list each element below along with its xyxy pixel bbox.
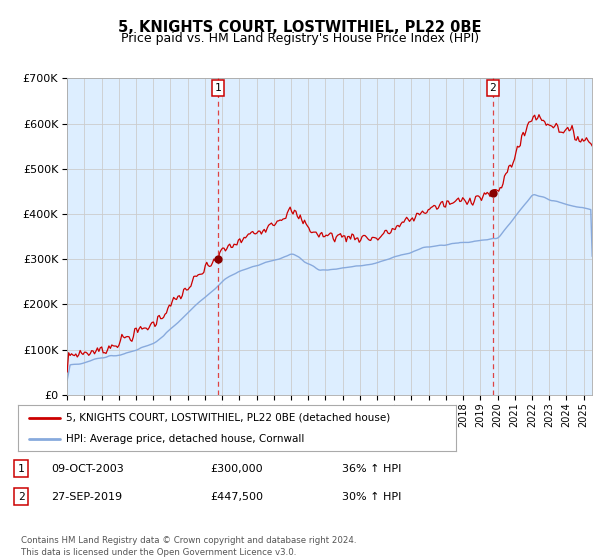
Text: 2: 2 [490, 83, 496, 93]
Text: 27-SEP-2019: 27-SEP-2019 [51, 492, 122, 502]
Text: £300,000: £300,000 [210, 464, 263, 474]
Text: 1: 1 [17, 464, 25, 474]
Text: 5, KNIGHTS COURT, LOSTWITHIEL, PL22 0BE (detached house): 5, KNIGHTS COURT, LOSTWITHIEL, PL22 0BE … [66, 413, 391, 423]
Text: Contains HM Land Registry data © Crown copyright and database right 2024.
This d: Contains HM Land Registry data © Crown c… [21, 536, 356, 557]
Text: 30% ↑ HPI: 30% ↑ HPI [342, 492, 401, 502]
Text: £447,500: £447,500 [210, 492, 263, 502]
Text: 2: 2 [17, 492, 25, 502]
Text: 5, KNIGHTS COURT, LOSTWITHIEL, PL22 0BE: 5, KNIGHTS COURT, LOSTWITHIEL, PL22 0BE [118, 20, 482, 35]
Text: Price paid vs. HM Land Registry's House Price Index (HPI): Price paid vs. HM Land Registry's House … [121, 32, 479, 45]
Text: 36% ↑ HPI: 36% ↑ HPI [342, 464, 401, 474]
Text: 1: 1 [215, 83, 221, 93]
Text: 09-OCT-2003: 09-OCT-2003 [51, 464, 124, 474]
Text: HPI: Average price, detached house, Cornwall: HPI: Average price, detached house, Corn… [66, 434, 305, 444]
